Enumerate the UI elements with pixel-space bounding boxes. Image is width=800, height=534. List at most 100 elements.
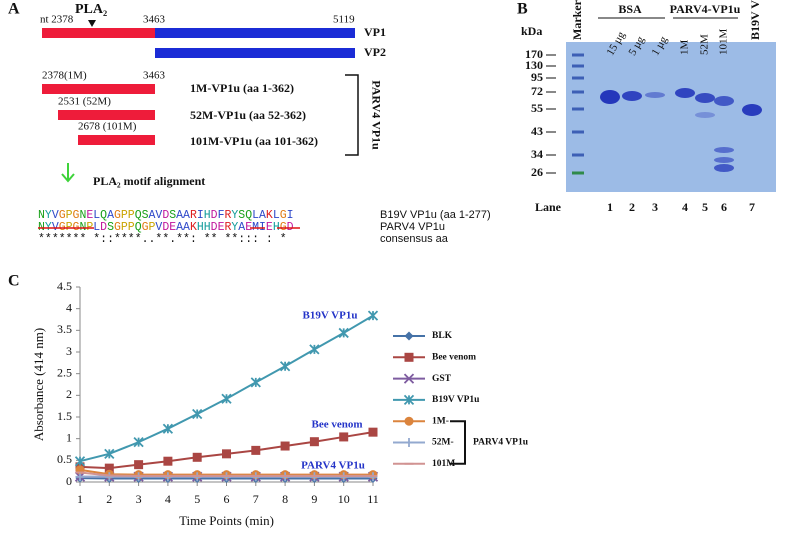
legend-marker [404,416,414,426]
arrow [88,20,96,27]
segment [78,135,155,145]
kda-label: 55 [531,101,543,115]
annotation: B19V VP1u [303,310,358,322]
x-tick-label: 6 [224,492,230,506]
panel-label: C [8,273,20,290]
legend-label: BLK [432,331,453,341]
text: 101M-VP1u (aa 101-362) [190,134,318,148]
lane-number: 7 [749,200,755,214]
kda-label: 130 [525,58,543,72]
lane-number: 4 [682,200,688,214]
point [222,449,231,459]
protein-band [742,104,762,116]
point [309,344,320,355]
pla2-label: PLA₂ [75,2,107,17]
legend-label: GST [432,374,452,384]
lane-number: 5 [702,200,708,214]
segment [42,84,155,94]
lane-header: 52M [699,34,711,55]
y-tick-label: 0 [66,474,72,488]
text: 5119 [333,14,355,26]
protein-band [714,147,734,153]
text: 2531 (52M) [58,96,111,108]
point [192,452,202,462]
lane-number: 3 [652,200,658,214]
marker-band [572,171,584,175]
point [104,448,115,459]
segment [42,28,155,38]
y-tick-label: 4 [66,300,72,314]
legend-bracket [450,420,466,465]
x-tick-label: 1 [77,492,83,506]
point [368,427,378,437]
y-tick-label: 1.5 [57,409,72,423]
annotation: Bee venom [311,419,362,431]
kda-label: 95 [531,70,543,84]
point [134,460,144,470]
x-tick-label: 10 [338,492,350,506]
y-tick-label: 3.5 [57,322,72,336]
point [367,310,379,321]
protein-band [675,88,695,98]
text: 52M-VP1u (aa 52-362) [190,108,306,122]
arrow [61,163,75,183]
text: nt 2378 [40,14,74,26]
legend-label: Bee venom [432,352,476,362]
point [251,445,261,455]
text: PARV4-VP1u [670,2,741,16]
protein-band [600,90,620,104]
y-tick-label: 2.5 [57,365,72,379]
text: kDa [521,24,542,38]
legend-marker [404,331,414,341]
y-tick-label: 4.5 [57,279,72,293]
kda-label: 72 [531,84,543,98]
marker-band [572,130,584,134]
text: B19V VP1u [748,0,762,40]
y-tick-label: 2 [66,387,72,401]
point [74,456,86,467]
kda-label: 170 [525,47,543,61]
lane-number: 6 [721,200,727,214]
marker-band [572,107,584,111]
marker-band [572,53,584,57]
point [338,327,349,339]
legend-label: 1M- [432,416,449,426]
segment [58,110,155,120]
lane-header: 1M [679,40,691,56]
point [339,432,349,442]
point [221,393,232,404]
panel-label: A [8,1,20,18]
text: VP1 [364,25,386,39]
gel [566,42,776,192]
text: 1M-VP1u (aa 1-362) [190,81,294,95]
segment [155,28,355,38]
segment [155,48,355,58]
x-tick-label: 9 [311,492,317,506]
y-tick-label: 0.5 [57,452,72,466]
text: 3463 [143,14,166,26]
text: PLA₂ motif alignment [93,174,205,188]
protein-band [714,164,734,172]
x-tick-label: 2 [106,492,112,506]
lane-number: 1 [607,200,613,214]
protein-band [695,112,715,118]
point [309,437,319,447]
x-tick-label: 7 [253,492,259,506]
point [162,423,174,434]
text: Lane [535,200,562,214]
text: 3463 [143,70,166,82]
marker-band [572,153,584,157]
point [280,441,290,451]
marker-band [572,76,584,80]
x-tick-label: 3 [136,492,142,506]
legend-group-label: PARV4 VP1u [473,438,529,448]
lane-number: 2 [629,200,635,214]
y-axis-label: Absorbance (414 nm) [31,328,46,441]
text: VP2 [364,45,386,59]
sequence-label: PARV4 VP1u [380,221,445,233]
x-axis-label: Time Points (min) [179,513,274,528]
text: 2378(1M) [42,70,87,82]
point [133,436,144,448]
